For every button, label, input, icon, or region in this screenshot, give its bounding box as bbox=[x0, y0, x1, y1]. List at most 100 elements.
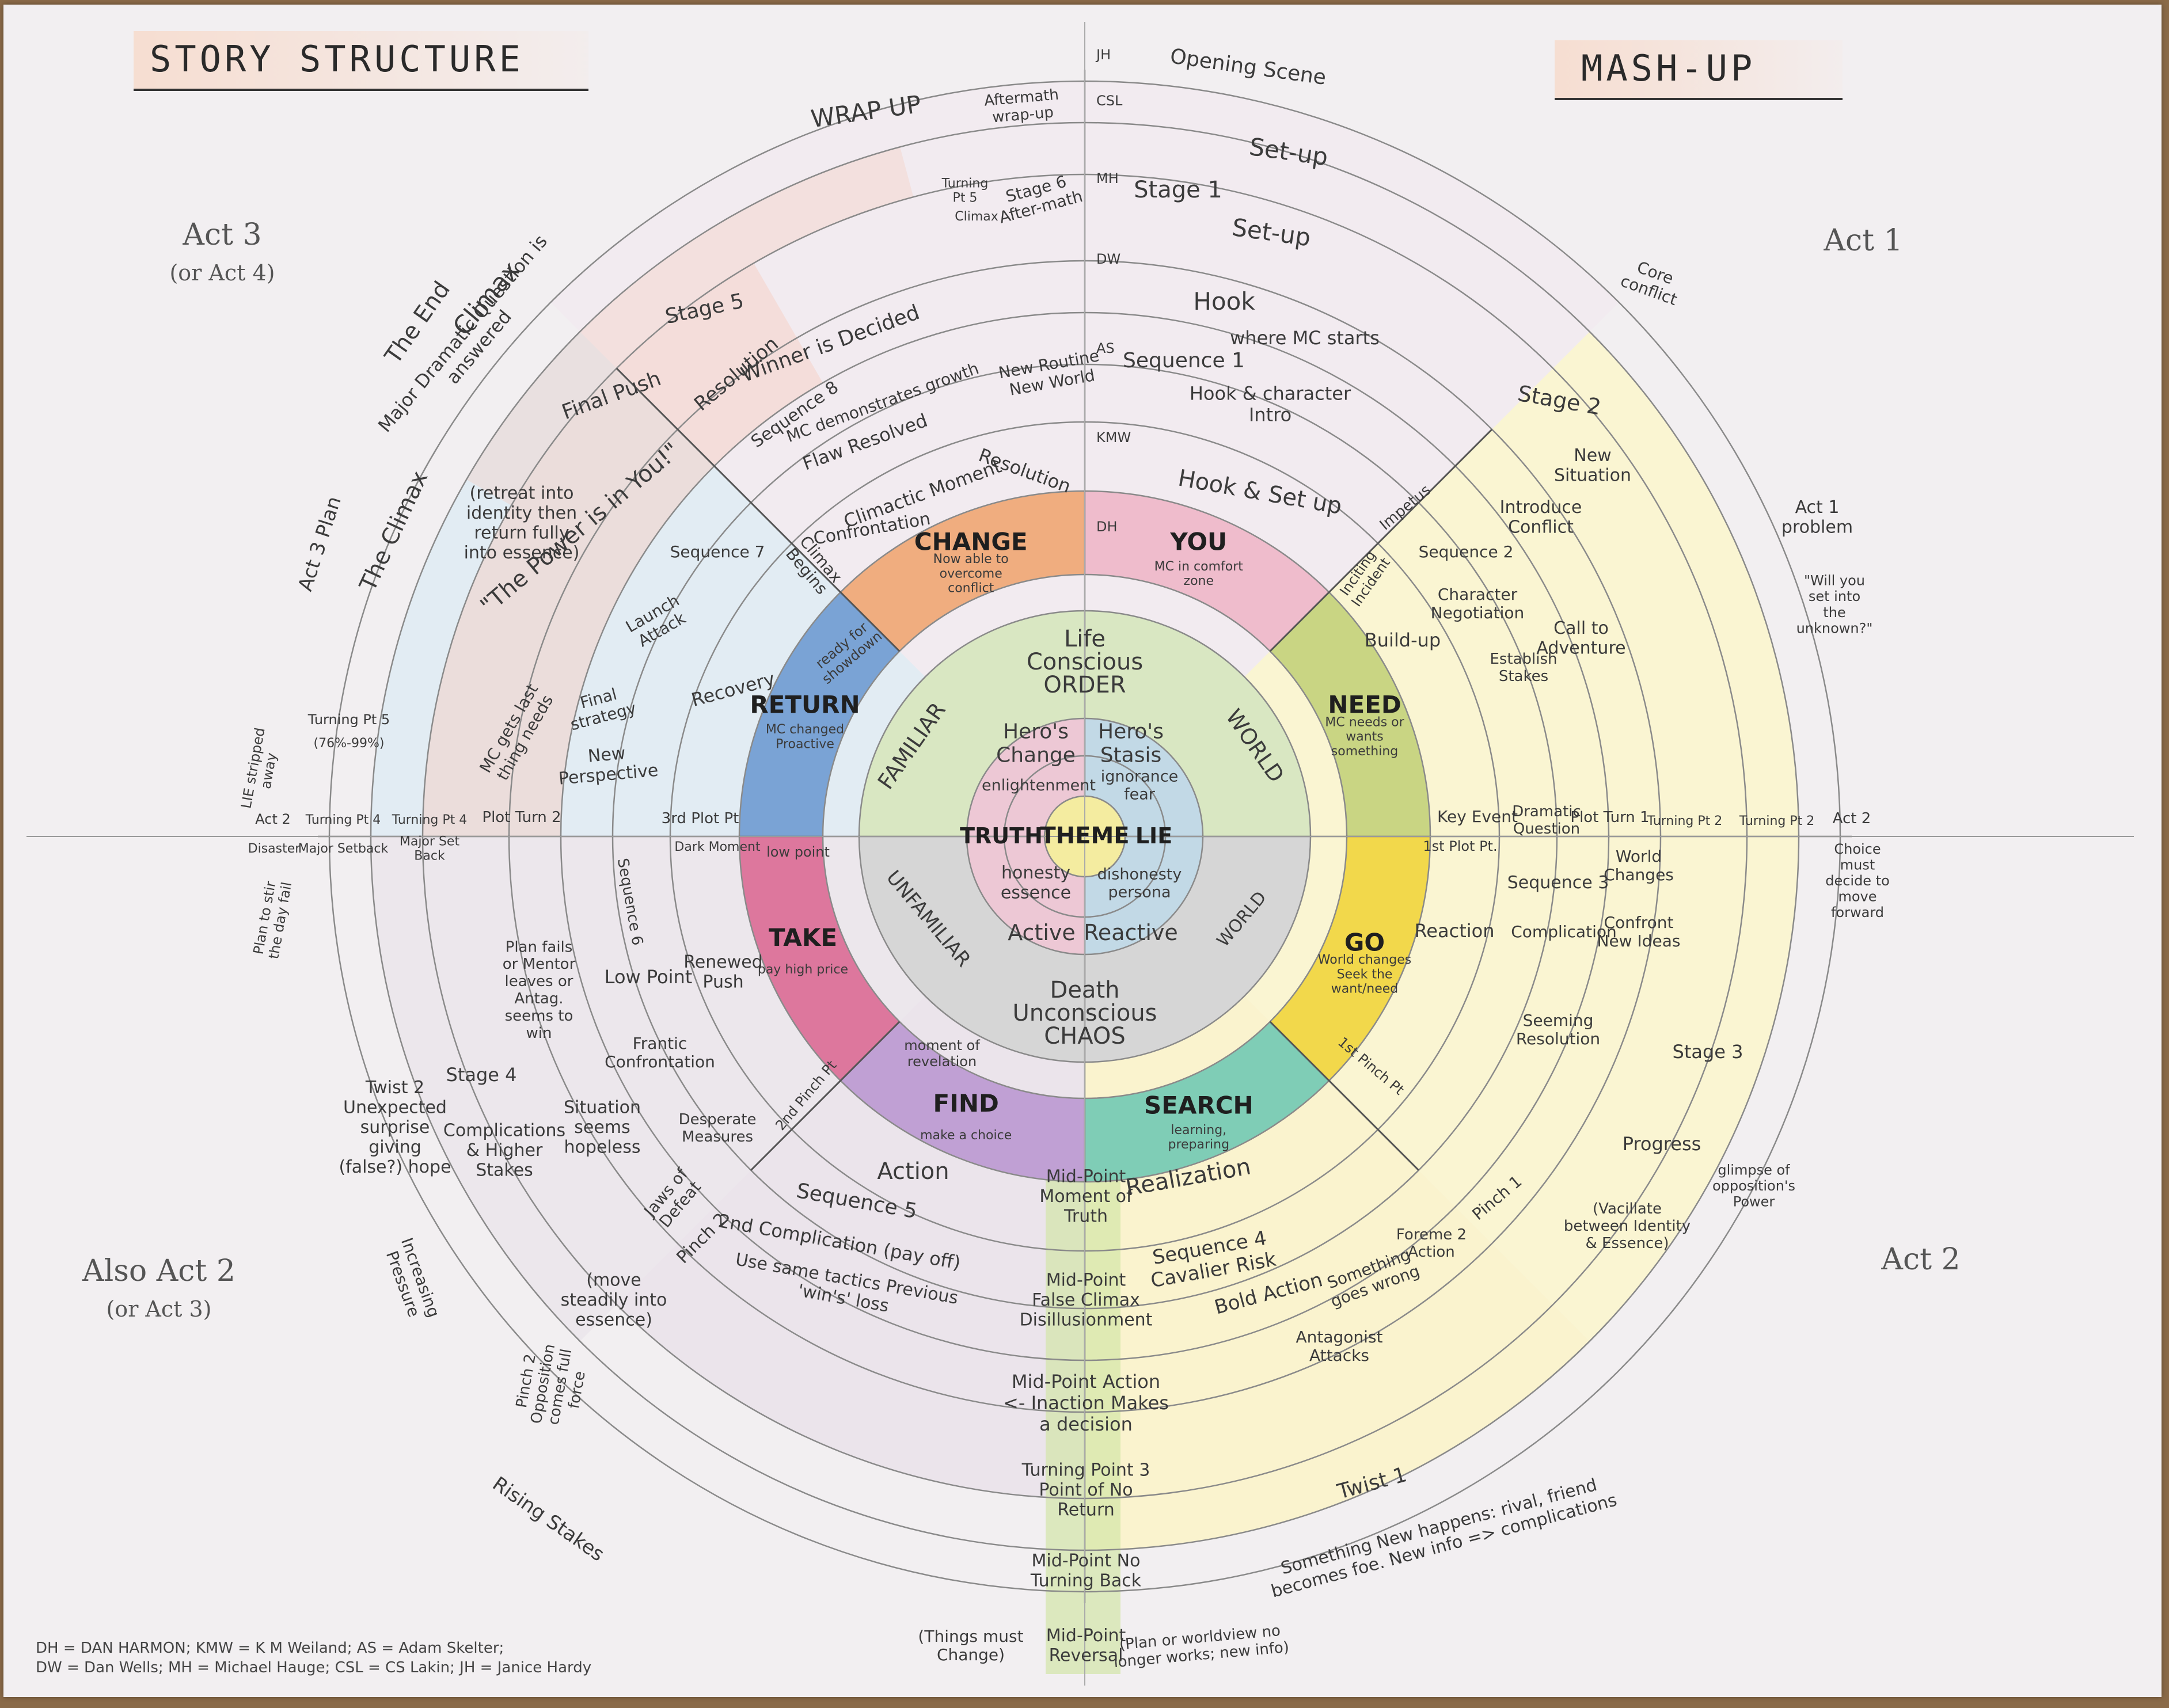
note-low-point2: low point bbox=[766, 844, 830, 860]
note-first-plot: 1st Plot Pt. bbox=[1423, 838, 1497, 854]
author-key: DH = DAN HARMON; KMW = K M Weiland; AS =… bbox=[36, 1638, 591, 1677]
conscious-label: Conscious bbox=[1027, 649, 1143, 675]
note-antagonist: Antagonist Attacks bbox=[1296, 1327, 1382, 1365]
theme-label: THEME bbox=[1040, 823, 1129, 849]
segment-you bbox=[1085, 491, 1329, 652]
note-hook: Hook bbox=[1193, 287, 1255, 315]
note-dark-moment: Dark Moment bbox=[674, 840, 761, 854]
note-retreat: (retreat into identity then return fully in… bbox=[464, 483, 580, 563]
note-act1-problem: Act 1 problem bbox=[1781, 497, 1853, 538]
change-title: CHANGE bbox=[914, 527, 1028, 556]
note-desperate: Desperate Measures bbox=[679, 1111, 757, 1146]
ring-code-csl: CSL bbox=[1096, 93, 1123, 109]
note-turning-pt2: Turning Pt 2 bbox=[1739, 814, 1815, 828]
also-act2-label: Also Act 2 (or Act 3) bbox=[38, 1254, 280, 1322]
author-key-line2: DW = Dan Wells; MH = Michael Hauge; CSL … bbox=[36, 1659, 592, 1676]
note-plot-turn1: Plot Turn 1 bbox=[1570, 809, 1649, 826]
note-pct: (76%-99%) bbox=[314, 736, 385, 751]
note-turning-pt5b: Turning Pt 5 bbox=[941, 176, 989, 205]
note-progress: Progress bbox=[1623, 1133, 1701, 1155]
note-key-event: Key Event bbox=[1437, 807, 1518, 826]
note-where-mc-starts: where MC starts bbox=[1230, 327, 1380, 349]
note-aftermath: Aftermathwrap-up bbox=[983, 86, 1061, 127]
note-renewed-push: Renewed Push bbox=[683, 952, 762, 992]
ring-code-mh: MH bbox=[1096, 170, 1119, 187]
go-title: GO bbox=[1344, 928, 1385, 956]
note-act2: Act 2 bbox=[1833, 810, 1871, 827]
ring-code-dw: DW bbox=[1096, 251, 1120, 267]
note-rising: Rising Stakes bbox=[488, 1472, 609, 1566]
note-midpoint4: Mid-Point No Turning Back bbox=[1030, 1551, 1142, 1591]
act1-text: Act 1 bbox=[1824, 223, 1903, 258]
note-glimpse: glimpse of opposition's Power bbox=[1712, 1162, 1795, 1209]
note-climax2: Climax bbox=[955, 210, 998, 224]
change-desc: Now able to overcome conflict bbox=[933, 552, 1009, 596]
ring-code-jh: JH bbox=[1095, 47, 1111, 63]
take-title: TAKE bbox=[769, 923, 837, 952]
segment-go bbox=[1270, 836, 1430, 1081]
note-things-must-change: (Things must Change) bbox=[918, 1627, 1023, 1664]
note-act3-plan: Act 3 Plan bbox=[294, 493, 346, 594]
note-situation: Situation seems hopeless bbox=[564, 1098, 641, 1158]
note-moment-revelation: moment of revelation bbox=[904, 1037, 980, 1070]
act2-label: Act 2 bbox=[1834, 1242, 2007, 1277]
note-twist2: Twist 2 Unexpected surprise giving (false?) … bbox=[339, 1078, 451, 1177]
note-reaction: Reaction bbox=[1415, 920, 1495, 942]
world-unfamiliar bbox=[859, 836, 1310, 1062]
segment-need bbox=[1270, 592, 1430, 836]
note-midpoint2: Mid-Point False Climax Disillusionment bbox=[1020, 1270, 1153, 1330]
tint-salmon bbox=[423, 263, 823, 836]
also-act2-sub: (or Act 3) bbox=[106, 1296, 212, 1322]
note-sequence1: Sequence 1 bbox=[1123, 349, 1245, 372]
truth-label: TRUTH bbox=[960, 823, 1043, 849]
ignorance: ignorance fear bbox=[1101, 767, 1179, 803]
search-title: SEARCH bbox=[1144, 1091, 1253, 1120]
act3-sub: (or Act 4) bbox=[169, 260, 275, 286]
note-sequence2: Sequence 2 bbox=[1419, 542, 1514, 561]
enlightenment: enlightenment bbox=[982, 777, 1096, 794]
diagonal-0 bbox=[1269, 428, 1493, 652]
note-opening-scene: Opening Scene bbox=[1169, 44, 1328, 90]
segment-change bbox=[840, 491, 1085, 652]
note-build-up: Build-up bbox=[1365, 629, 1441, 651]
note-midpoint3: Mid-Point Action <- Inaction Makes a decis… bbox=[1003, 1371, 1169, 1435]
segment-search bbox=[1085, 1021, 1329, 1182]
note-new-situation: New Situation bbox=[1554, 446, 1631, 486]
act3-text: Act 3 bbox=[183, 218, 262, 252]
note-major-setback: Major Setback bbox=[298, 842, 389, 856]
note-pinch-opp: Pinch 2Oppositioncomes fullforce bbox=[511, 1340, 592, 1431]
note-plot-turn2: Plot Turn 2 bbox=[482, 809, 561, 826]
life-label: Life bbox=[1064, 626, 1106, 652]
tint-salmon-2 bbox=[466, 147, 914, 506]
you-desc: MC in comfort zone bbox=[1154, 560, 1244, 588]
page-title: STORY STRUCTURE bbox=[150, 38, 524, 80]
diagonal-2 bbox=[750, 1021, 901, 1171]
dishonesty: dishonesty persona bbox=[1097, 865, 1182, 901]
find-title: FIND bbox=[933, 1089, 999, 1117]
lie-label: LIE bbox=[1135, 823, 1172, 849]
find-desc: make a choice bbox=[920, 1128, 1012, 1143]
diagonal-1 bbox=[1269, 1021, 1419, 1171]
act3-label: Act 3 (or Act 4) bbox=[136, 218, 309, 286]
search-desc: learning, preparing bbox=[1168, 1123, 1230, 1152]
segment-return bbox=[739, 592, 900, 836]
return-title: RETURN bbox=[750, 691, 860, 719]
ring-code-kmw: KMW bbox=[1096, 429, 1131, 446]
page-subtitle: MASH-UP bbox=[1581, 47, 1756, 89]
note-vacillate: (Vacillate between Identity & Essence) bbox=[1564, 1200, 1691, 1252]
note-plan-fail: Plan to stirthe day fail bbox=[250, 878, 295, 960]
note-stage4: Stage 4 bbox=[446, 1064, 517, 1086]
death-label: Death bbox=[1050, 977, 1120, 1003]
note-dramatic-q: Dramatic Question bbox=[1512, 803, 1581, 838]
note-plan-worldview: (Plan or worldview nolonger works; new i… bbox=[1112, 1622, 1290, 1671]
note-midpoint5: Mid-Point Reversal bbox=[1046, 1626, 1126, 1666]
ring-code-as: AS bbox=[1096, 340, 1115, 356]
note-frantic: Frantic Confrontation bbox=[605, 1034, 715, 1071]
note-increasing: IncreasingPressure bbox=[380, 1235, 444, 1326]
order-label: ORDER bbox=[1043, 672, 1126, 698]
segment-take bbox=[739, 836, 900, 1081]
note-turning-pt4: Turning Pt 4 bbox=[305, 813, 381, 827]
note-sequence7: Sequence 7 bbox=[670, 542, 765, 561]
you-title: YOU bbox=[1169, 527, 1227, 556]
